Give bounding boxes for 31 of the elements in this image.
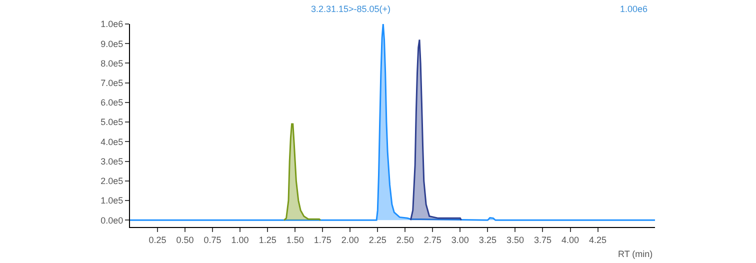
x-tick-label: 2.25 [368, 234, 386, 245]
x-axis-title: RT (min) [618, 249, 653, 259]
x-tick-label: 0.75 [204, 234, 222, 245]
x-tick-label: 1.75 [314, 234, 332, 245]
chart-title: 3.2.31.15>-85.05(+) [311, 4, 391, 14]
text: 1.00e6 [620, 4, 648, 14]
x-tick-label: 0.25 [148, 234, 166, 245]
y-tick-label: 9.0e5 [100, 38, 124, 49]
y-tick-label: 5.0e5 [100, 117, 124, 128]
x-tick-label: 1.25 [258, 234, 276, 245]
y-tick-label: 1.0e5 [100, 196, 124, 206]
x-tick-label: 3.25 [478, 234, 496, 245]
x-tick-label: 3.00 [451, 234, 469, 245]
y-tick-label: 8.0e5 [100, 58, 124, 68]
x-tick-label: 2.50 [396, 234, 414, 245]
x-tick-label: 2.75 [424, 234, 442, 245]
y-tick-label: 1.0e6 [100, 19, 124, 30]
x-tick-label: 3.75 [534, 234, 552, 245]
y-tick-label: 6.0e5 [100, 98, 124, 108]
x-tick-label: 0.50 [176, 234, 194, 245]
y-tick-label: 0.0e0 [100, 215, 124, 226]
y-tick-label: 3.0e5 [100, 156, 124, 166]
x-tick-label: 1.00 [231, 234, 249, 245]
y-tick-label: 4.0e5 [100, 136, 124, 147]
x-tick-label: 1.50 [286, 234, 304, 245]
x-tick-label: 2.00 [341, 234, 359, 245]
x-tick-label: 4.00 [561, 234, 580, 245]
y-tick-label: 2.0e5 [100, 176, 124, 186]
x-tick-label: 4.25 [589, 234, 607, 245]
x-tick-label: 3.50 [506, 234, 524, 245]
y-tick-label: 7.0e5 [100, 78, 124, 88]
